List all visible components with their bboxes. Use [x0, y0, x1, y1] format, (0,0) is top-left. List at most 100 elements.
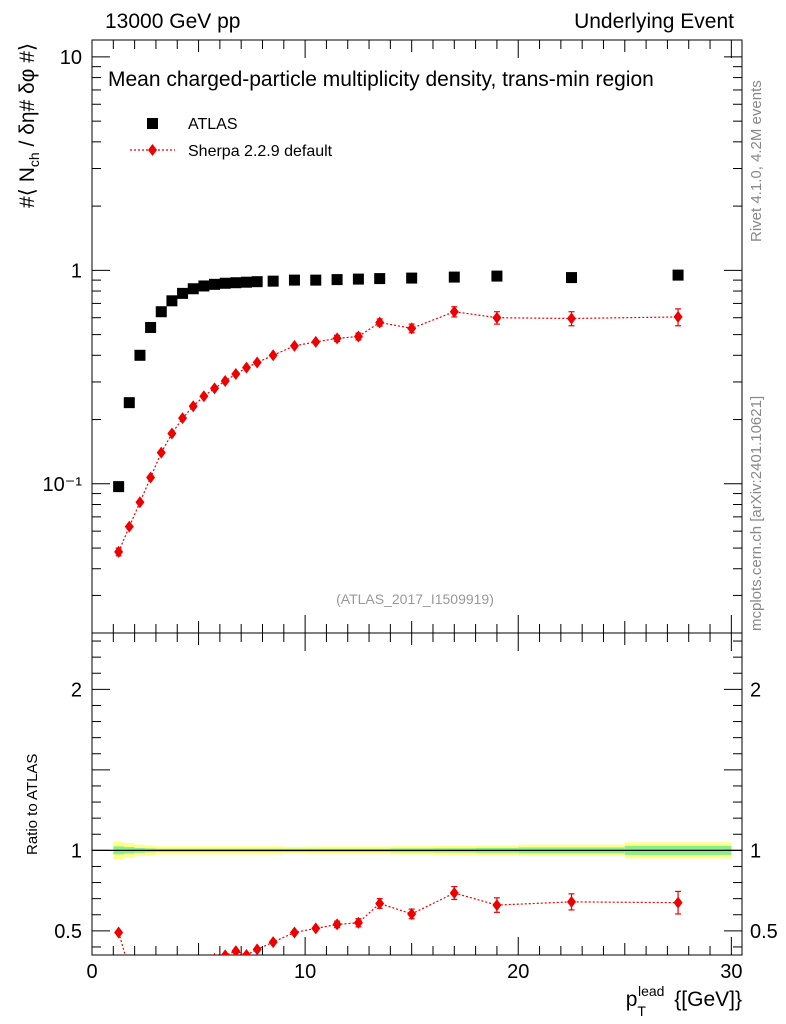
- chart-title: Mean charged-particle multiplicity densi…: [108, 68, 654, 91]
- x-tick-label: 10: [294, 961, 316, 983]
- atlas-point: [219, 277, 231, 289]
- sherpa-ratio-point: [167, 967, 176, 979]
- x-tick-label: 20: [507, 961, 529, 983]
- sherpa-point: [178, 412, 188, 425]
- x-tick-label: 0: [86, 961, 97, 983]
- sherpa-point: [114, 545, 124, 558]
- sherpa-series: [114, 305, 683, 558]
- sherpa-point: [311, 335, 321, 348]
- sherpa-ratio-point: [178, 963, 187, 975]
- legend-atlas-marker: [147, 118, 158, 129]
- x-axis-label: pTlead {[GeV]}: [626, 983, 742, 1019]
- ratio-y-tick-labels: 0.5 0.5 1 1 2 2: [54, 679, 778, 943]
- legend-sherpa-label: Sherpa 2.2.9 default: [188, 143, 333, 160]
- atlas-point: [672, 269, 684, 281]
- main-y-label: #⟨ Nch / δη# δφ #⟩: [16, 43, 42, 208]
- sherpa-point: [673, 310, 683, 323]
- sherpa-ratio-point: [353, 916, 363, 929]
- atlas-point: [310, 274, 322, 286]
- sherpa-ratio-point: [375, 897, 385, 910]
- atlas-point: [491, 270, 503, 282]
- sherpa-ratio-point: [135, 972, 144, 984]
- ratio-y-tick-label: 0.5: [54, 921, 82, 943]
- sherpa-point: [567, 312, 577, 325]
- main-axis-ticks: [91, 40, 742, 634]
- sherpa-ratio-point: [125, 963, 134, 975]
- legend: ATLAS Sherpa 2.2.9 default: [130, 116, 333, 160]
- atlas-point: [113, 481, 125, 493]
- atlas-point: [331, 274, 343, 286]
- atlas-point: [155, 306, 167, 318]
- sherpa-ratio-point: [231, 945, 241, 955]
- sherpa-point: [156, 446, 166, 459]
- sherpa-point: [135, 496, 145, 509]
- sherpa-ratio-point: [268, 936, 278, 949]
- sherpa-ratio-point: [289, 926, 299, 939]
- atlas-point: [406, 272, 418, 284]
- sherpa-ratio-point: [212, 952, 217, 955]
- sherpa-point: [268, 349, 278, 362]
- sherpa-point: [252, 356, 262, 369]
- main-y-tick-label: 1: [71, 260, 82, 282]
- header-left: 13000 GeV pp: [105, 10, 240, 33]
- sherpa-point: [220, 375, 230, 388]
- header-right: Underlying Event: [574, 10, 734, 33]
- atlas-point: [145, 321, 157, 333]
- sherpa-point: [449, 305, 459, 318]
- sherpa-point: [188, 400, 198, 413]
- ratio-y-tick-label-right: 2: [750, 679, 761, 701]
- sherpa-ratio-point: [407, 907, 417, 920]
- atlas-point: [566, 272, 578, 284]
- main-y-tick-labels: 10 1 10⁻¹: [43, 47, 83, 496]
- sherpa-line: [118, 311, 679, 553]
- x-tick-labels: 0 10 20 30: [86, 961, 742, 983]
- atlas-point: [448, 271, 460, 283]
- atlas-point: [230, 277, 242, 289]
- sherpa-point: [242, 361, 252, 374]
- sherpa-point: [167, 427, 177, 440]
- sherpa-ratio-point: [114, 926, 124, 939]
- ratio-y-tick-label: 1: [71, 840, 82, 862]
- rivet-label: Rivet 4.1.0, 4.2M events: [748, 80, 765, 242]
- ratio-y-tick-label: 2: [71, 679, 82, 701]
- sherpa-point: [353, 330, 363, 343]
- main-panel: 10 1 10⁻¹ Mean charged-particle multiplici…: [16, 39, 743, 634]
- sherpa-point: [231, 367, 241, 380]
- ratio-y-tick-label-right: 1: [750, 840, 761, 862]
- atlas-point: [187, 283, 199, 295]
- sherpa-ratio-point: [146, 973, 155, 985]
- atlas-point: [209, 278, 221, 290]
- sherpa-ratio-series: [114, 885, 683, 985]
- sherpa-point: [146, 471, 156, 484]
- sherpa-point: [407, 322, 417, 335]
- sherpa-ratio-point: [492, 899, 502, 912]
- atlas-point: [166, 295, 178, 307]
- sherpa-point: [289, 339, 299, 352]
- sherpa-point: [124, 520, 134, 533]
- sherpa-point: [375, 316, 385, 329]
- sherpa-ratio-point: [449, 887, 459, 900]
- sherpa-ratio-point: [311, 922, 321, 935]
- atlas-point: [374, 273, 386, 285]
- atlas-point: [288, 274, 300, 286]
- sherpa-ratio-point: [199, 956, 208, 968]
- legend-atlas-label: ATLAS: [188, 116, 238, 133]
- ratio-axis-ticks: [91, 633, 742, 955]
- sherpa-ratio-point: [157, 970, 166, 982]
- sherpa-ratio-point: [252, 943, 262, 955]
- sherpa-ratio-point: [242, 949, 252, 955]
- atlas-point: [352, 273, 364, 285]
- main-y-tick-label: 10⁻¹: [43, 474, 83, 496]
- sherpa-ratio-line: [118, 892, 679, 955]
- atlas-point: [177, 287, 189, 299]
- atlas-series: [113, 269, 684, 493]
- legend-sherpa-marker: [148, 144, 157, 156]
- ratio-y-tick-label-right: 0.5: [750, 921, 778, 943]
- atlas-point: [134, 349, 146, 361]
- atlas-point: [251, 276, 263, 288]
- atlas-point: [123, 397, 135, 409]
- analysis-watermark: (ATLAS_2017_I1509919): [336, 591, 494, 607]
- atlas-point: [198, 280, 210, 292]
- sherpa-point: [332, 332, 342, 345]
